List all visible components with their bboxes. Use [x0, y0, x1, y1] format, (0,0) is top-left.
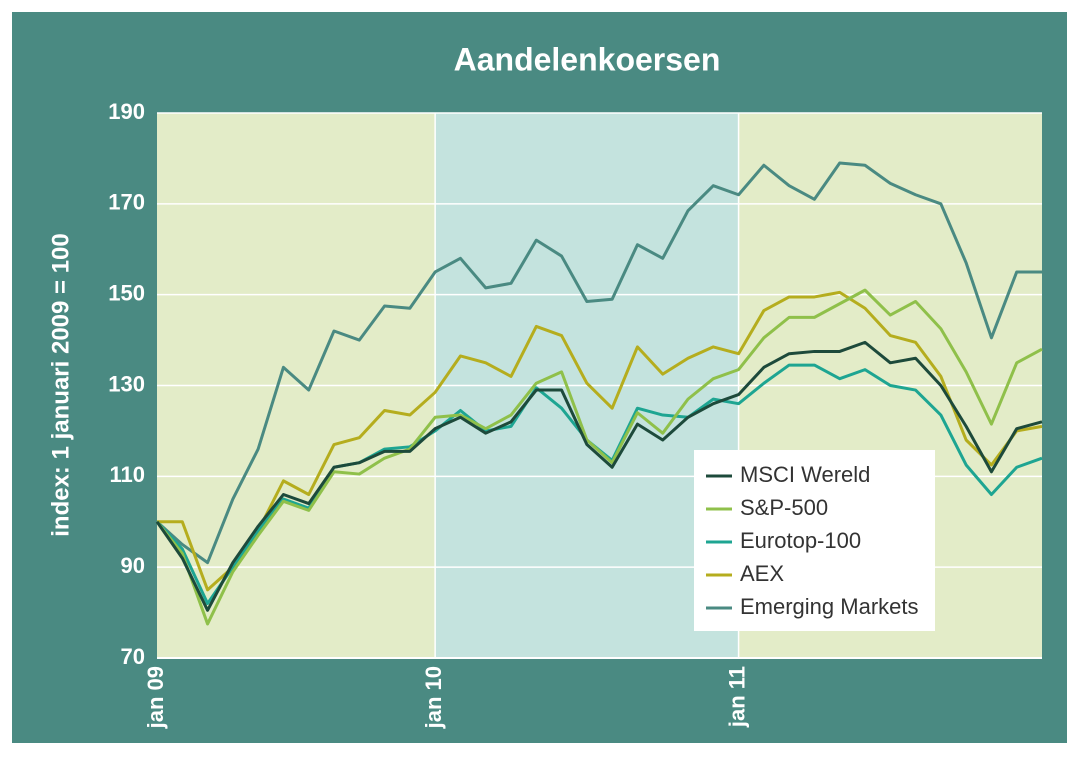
x-tick-label: jan 09 — [143, 666, 168, 729]
legend-label: Eurotop-100 — [740, 528, 861, 553]
chart-title: Aandelenkoersen — [454, 41, 721, 77]
y-tick-label: 130 — [108, 371, 145, 396]
y-tick-label: 170 — [108, 190, 145, 215]
y-tick-label: 110 — [110, 462, 146, 487]
legend-label: Emerging Markets — [740, 594, 919, 619]
series-line — [155, 288, 1043, 626]
x-tick-label: jan 11 — [724, 666, 749, 728]
y-tick-label: 70 — [121, 644, 145, 669]
y-tick-label: 90 — [121, 553, 145, 578]
legend-label: MSCI Wereld — [740, 462, 870, 487]
y-tick-label: 150 — [108, 280, 145, 305]
legend-label: S&P-500 — [740, 495, 828, 520]
y-axis-label: index: 1 januari 2009 = 100 — [47, 233, 74, 537]
legend-box — [694, 450, 935, 631]
series-line — [157, 290, 1043, 592]
legend-label: AEX — [740, 561, 784, 586]
legend: MSCI Wereld S&P-500 Eurotop-100 AEX Emerging… — [694, 450, 935, 631]
series-line — [155, 340, 1043, 612]
x-tick-label: jan 10 — [421, 666, 446, 729]
y-tick-label: 190 — [108, 99, 145, 124]
series-line — [155, 161, 1042, 565]
